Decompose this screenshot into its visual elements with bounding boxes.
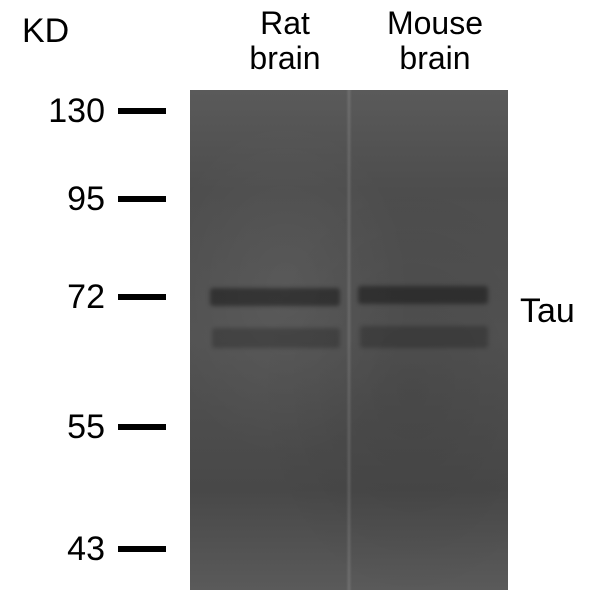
mw-label: 55 [0,408,105,447]
lane-label-mouse: Mouse brain [360,6,510,76]
protein-name: Tau [520,292,575,330]
mw-value: 55 [67,408,105,446]
kd-header: KD [22,12,69,51]
mw-value: 130 [48,92,105,130]
mw-label: 43 [0,530,105,569]
mw-tick [118,294,166,300]
lane-label-rat: Rat brain [215,6,355,76]
western-blot-figure: KD Rat brain Mouse brain 130 95 72 55 43 [0,0,593,608]
lane-divider [346,90,352,590]
mw-tick [118,546,166,552]
protein-label: Tau [520,292,575,331]
mw-label: 95 [0,180,105,219]
mw-label: 72 [0,278,105,317]
lane-label-line: Mouse [387,5,483,41]
lane-label-line: brain [249,40,320,76]
mw-value: 95 [67,180,105,218]
mw-tick [118,424,166,430]
kd-label: KD [22,12,69,50]
mw-tick [118,196,166,202]
lane-label-line: Rat [260,5,310,41]
band-lower-lane2 [360,326,488,348]
band-upper-lane2 [358,286,488,304]
mw-value: 72 [67,278,105,316]
blot-membrane [190,90,508,590]
band-lower-lane1 [212,328,340,348]
mw-value: 43 [67,530,105,568]
mw-label: 130 [0,92,105,131]
band-upper-lane1 [210,288,340,306]
lane-label-line: brain [399,40,470,76]
mw-tick [118,108,166,114]
